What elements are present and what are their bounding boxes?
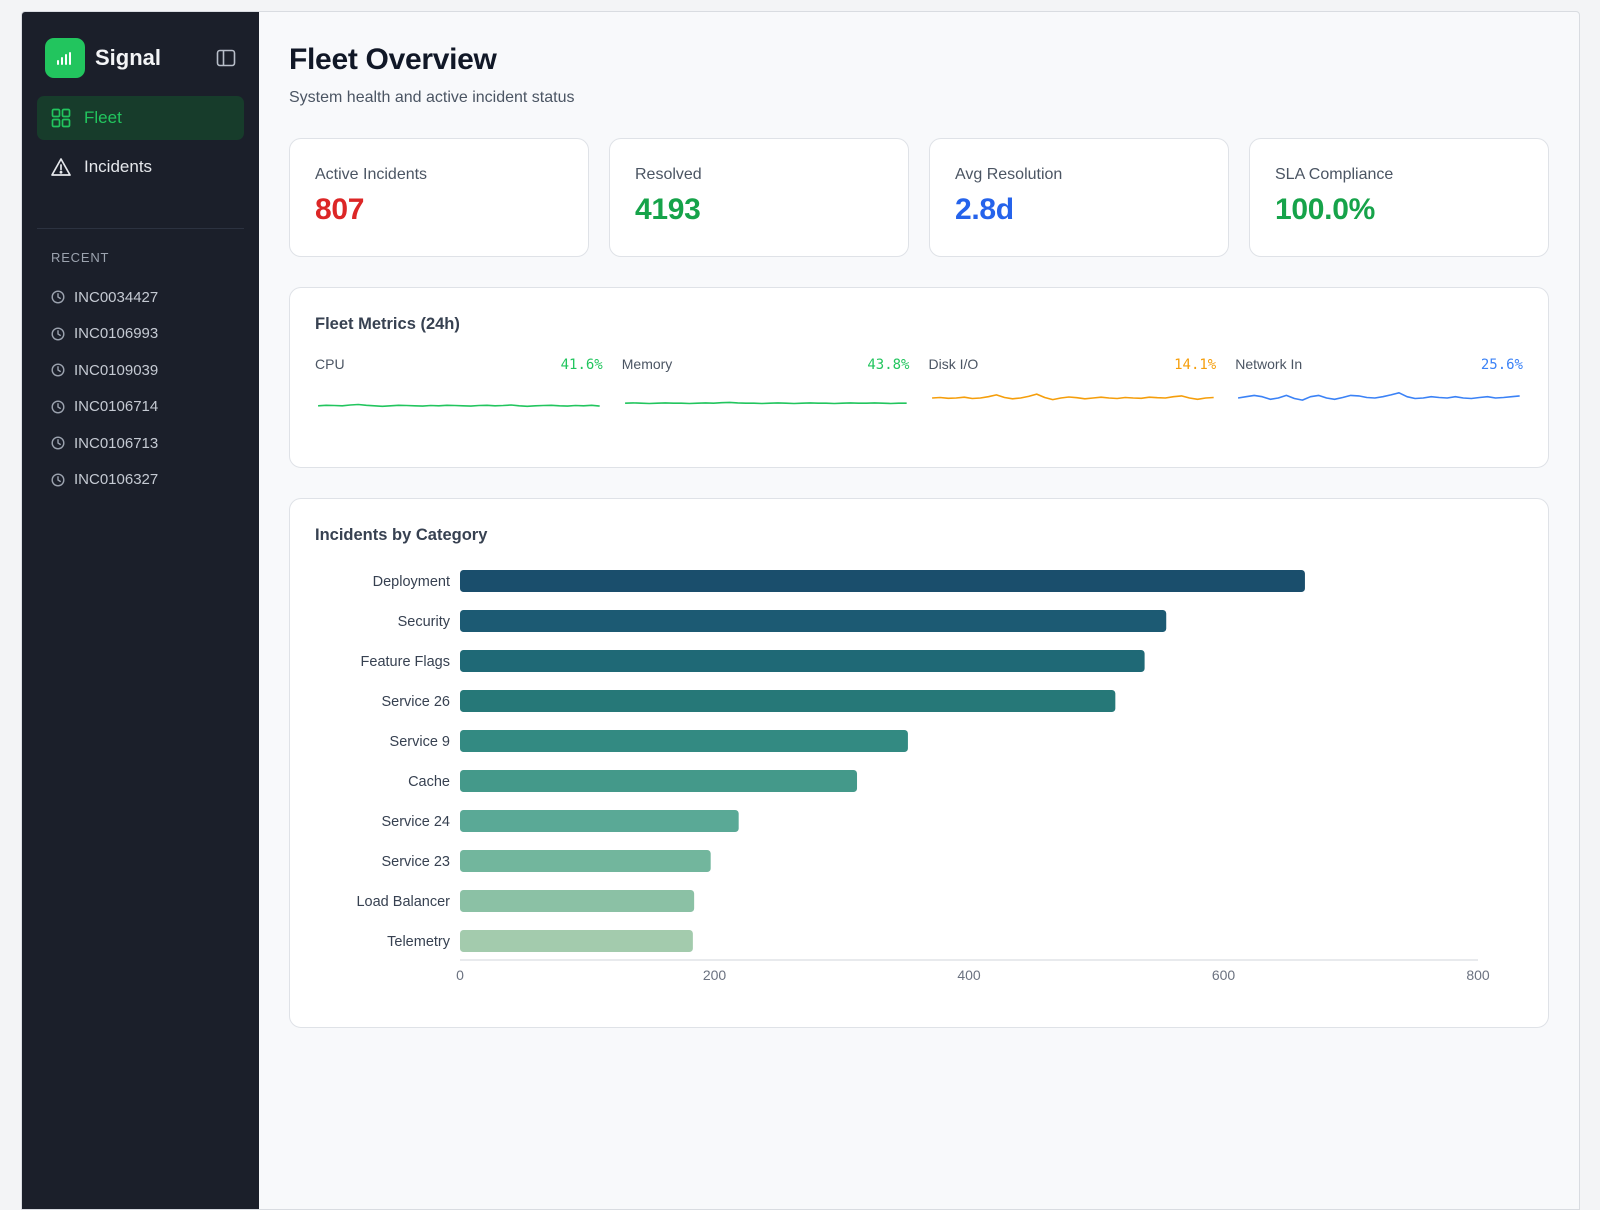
stat-label: Resolved <box>635 166 702 183</box>
page-title: Fleet Overview <box>289 43 497 76</box>
chart-title: Incidents by Category <box>315 526 488 544</box>
x-tick-label: 200 <box>703 967 727 983</box>
stat-card-resolved: Resolved 4193 <box>609 138 909 257</box>
category-label: Service 24 <box>381 814 450 830</box>
metric-name: Memory <box>621 356 673 372</box>
alert-triangle-icon <box>51 157 71 177</box>
category-label: Feature Flags <box>361 654 450 670</box>
metric-name: Network In <box>1235 356 1303 372</box>
recent-incident-id: INC0106993 <box>74 325 159 343</box>
incidents-bar-chart: Deployment Security Feature Flags Service 2… <box>356 570 1490 983</box>
category-label: Telemetry <box>387 934 451 950</box>
recent-incident-item[interactable]: INC0106714 <box>37 389 244 426</box>
metric-value: 43.8% <box>867 357 910 373</box>
sparkline-path <box>931 393 1214 401</box>
recent-incident-id: INC0106713 <box>74 434 159 452</box>
sidebar-item-fleet[interactable]: Fleet <box>37 96 244 140</box>
bar <box>460 610 1167 632</box>
bar <box>460 890 695 912</box>
app-window: Signal Fleet <box>21 11 1580 1210</box>
stat-cards: Active Incidents 807 Resolved 4193 Avg R… <box>289 138 1549 257</box>
metric-name: Disk I/O <box>928 356 979 372</box>
fleet-metrics-panel: Fleet Metrics (24h) CPU 41.6% Memory 43.… <box>289 287 1549 468</box>
recent-incident-item[interactable]: INC0106993 <box>37 316 244 353</box>
stat-card-sla-compliance: SLA Compliance 100.0% <box>1249 138 1549 257</box>
grid-icon <box>51 108 71 128</box>
stat-value: 4193 <box>635 193 701 226</box>
metric-network-in: Network In 25.6% <box>1235 356 1523 411</box>
recent-incident-item[interactable]: INC0106713 <box>37 425 244 462</box>
sparkline-path <box>318 403 600 408</box>
bar <box>460 850 711 872</box>
brand: Signal <box>37 38 244 78</box>
clock-icon <box>51 473 65 487</box>
sidebar-item-label: Fleet <box>84 108 122 127</box>
metric-value: 14.1% <box>1174 357 1217 373</box>
sparkline <box>624 401 907 405</box>
stat-label: Active Incidents <box>315 166 428 183</box>
recent-incident-item[interactable]: INC0109039 <box>37 352 244 389</box>
recent-incident-id: INC0106714 <box>74 398 159 416</box>
x-tick-label: 600 <box>1212 967 1236 983</box>
bar <box>460 930 693 952</box>
category-label: Service 26 <box>381 694 450 710</box>
bar <box>460 570 1305 592</box>
clock-icon <box>51 363 65 377</box>
category-label: Deployment <box>373 574 450 590</box>
clock-icon <box>51 400 65 414</box>
clock-icon <box>51 327 65 341</box>
stat-card-active-incidents: Active Incidents 807 <box>289 138 589 257</box>
stat-value: 100.0% <box>1275 193 1375 226</box>
panel-title: Fleet Metrics (24h) <box>315 315 460 333</box>
metric-cpu: CPU 41.6% <box>315 356 603 411</box>
sparkline <box>318 403 600 408</box>
category-label: Security <box>398 614 451 630</box>
sidebar-item-label: Incidents <box>84 157 153 176</box>
sidebar-item-incidents[interactable]: Incidents <box>37 145 244 189</box>
stat-value: 807 <box>315 193 365 226</box>
sparkline <box>931 393 1214 401</box>
signal-logo-icon <box>45 38 85 78</box>
stat-value: 2.8d <box>955 193 1014 226</box>
category-label: Service 9 <box>390 734 450 750</box>
category-label: Service 23 <box>381 854 450 870</box>
recent-section-label: RECENT <box>51 250 110 265</box>
x-tick-label: 0 <box>456 967 464 983</box>
sparkline-path <box>624 401 907 405</box>
metric-disk-io: Disk I/O 14.1% <box>928 356 1217 411</box>
recent-incident-item[interactable]: INC0106327 <box>37 462 244 499</box>
main-content: Fleet Overview System health and active … <box>259 12 1579 1209</box>
recent-incident-id: INC0034427 <box>74 288 159 306</box>
bar <box>460 690 1116 712</box>
stat-card-avg-resolution: Avg Resolution 2.8d <box>929 138 1229 257</box>
bar <box>460 730 908 752</box>
metric-memory: Memory 43.8% <box>622 356 910 411</box>
bar <box>460 650 1145 672</box>
recent-incident-id: INC0106327 <box>74 471 159 489</box>
metric-value: 25.6% <box>1480 357 1523 373</box>
clock-icon <box>51 290 65 304</box>
sidebar: Signal Fleet <box>22 12 259 1209</box>
recent-incident-item[interactable]: INC0034427 <box>37 279 244 316</box>
recent-incident-id: INC0109039 <box>74 361 159 379</box>
clock-icon <box>51 436 65 450</box>
bar <box>460 770 858 792</box>
category-label: Load Balancer <box>356 894 450 910</box>
sidebar-divider <box>37 228 244 229</box>
bar <box>460 810 739 832</box>
incidents-by-category-panel: Incidents by Category Deployment Security… <box>289 498 1549 1028</box>
page-subtitle: System health and active incident status <box>289 89 575 106</box>
sidebar-toggle-icon[interactable] <box>214 46 238 70</box>
metric-name: CPU <box>315 356 345 372</box>
metric-value: 41.6% <box>560 357 603 373</box>
sparkline <box>1238 392 1521 401</box>
category-label: Cache <box>408 774 450 790</box>
x-tick-label: 800 <box>1466 967 1490 983</box>
metrics-row: CPU 41.6% Memory 43.8% Disk I/O 14.1% <box>315 356 1523 411</box>
app-name: Signal <box>95 45 162 70</box>
sparkline-path <box>1238 392 1521 401</box>
x-tick-label: 400 <box>957 967 981 983</box>
stat-label: Avg Resolution <box>955 166 1063 183</box>
stat-label: SLA Compliance <box>1275 166 1394 183</box>
